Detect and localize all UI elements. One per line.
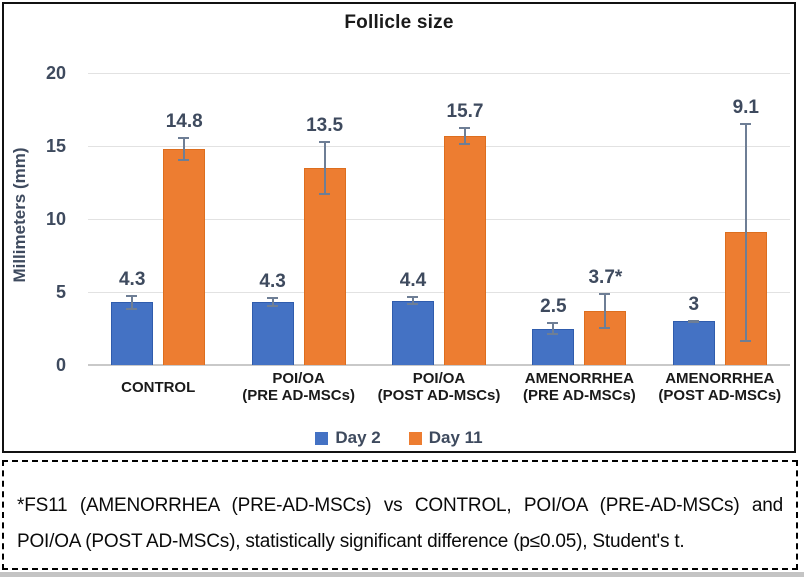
gridline bbox=[88, 218, 790, 220]
legend-label: Day 2 bbox=[335, 428, 381, 447]
bar-day2-group3 bbox=[392, 300, 434, 365]
footnote-box: *FS11 (AMENORRHEA (PRE-AD-MSCs) vs CONTR… bbox=[2, 460, 798, 570]
category-label-line: (POST AD-MSCs) bbox=[658, 387, 782, 404]
bar-day11-group3 bbox=[444, 135, 486, 365]
chart-panel: Follicle size Millimeters (mm) 0 5 10 15 20 4… bbox=[2, 2, 796, 453]
data-label: 4.4 bbox=[399, 270, 427, 292]
category-label-line: AMENORRHEA bbox=[524, 370, 634, 387]
error-bar-cap bbox=[547, 333, 559, 336]
error-bar-cap bbox=[739, 122, 751, 125]
category-label: CONTROL bbox=[83, 370, 233, 396]
plot-area: 0 5 10 15 20 4.3 14.8 CONTROL 4.3 13.5 POI/OA (PRE … bbox=[46, 63, 790, 404]
error-bar-cap bbox=[407, 303, 418, 306]
error-bar bbox=[131, 294, 134, 310]
error-bar-cap bbox=[126, 294, 138, 297]
error-bar-cap bbox=[178, 159, 190, 162]
error-bar-cap bbox=[459, 127, 470, 130]
error-bar bbox=[183, 136, 186, 162]
error-bar-cap bbox=[407, 296, 418, 299]
data-label: 4.3 bbox=[118, 268, 146, 290]
legend-swatch bbox=[408, 431, 422, 445]
gridline bbox=[88, 291, 790, 293]
error-bar bbox=[464, 127, 466, 145]
error-bar-cap bbox=[599, 293, 611, 296]
data-label: 14.8 bbox=[165, 110, 203, 132]
error-bar bbox=[271, 297, 274, 308]
y-tick-label: 20 bbox=[45, 63, 66, 83]
y-tick-label: 15 bbox=[45, 136, 66, 156]
data-label: 3 bbox=[688, 293, 700, 315]
error-bar bbox=[744, 122, 747, 342]
category-label-line: POI/OA bbox=[412, 370, 466, 387]
error-bar bbox=[552, 321, 555, 336]
error-bar bbox=[604, 293, 607, 329]
category-label: AMENORRHEA (PRE AD-MSCs) bbox=[504, 370, 654, 404]
error-bar-cap bbox=[547, 321, 559, 324]
data-label: 13.5 bbox=[306, 114, 344, 136]
x-axis-line bbox=[88, 364, 790, 366]
category-label: AMENORRHEA (POST AD-MSCs) bbox=[645, 370, 795, 404]
legend-swatch bbox=[315, 431, 329, 445]
error-bar-cap bbox=[266, 297, 278, 300]
error-bar-cap bbox=[687, 320, 699, 323]
legend-item-day11: Day 11 bbox=[408, 428, 483, 448]
data-label: 3.7* bbox=[588, 267, 623, 289]
data-label: 15.7 bbox=[446, 101, 484, 123]
gridline bbox=[88, 72, 790, 74]
bar-day2-group2 bbox=[251, 302, 294, 365]
bar-day2-group5 bbox=[672, 321, 715, 365]
category-label: POI/OA (PRE AD-MSCs) bbox=[224, 370, 374, 404]
bar-day2-group1 bbox=[111, 302, 154, 365]
legend-item-day2: Day 2 bbox=[315, 428, 381, 448]
error-bar-cap bbox=[126, 307, 138, 310]
category-label-line: (PRE AD-MSCs) bbox=[523, 387, 636, 404]
data-label: 9.1 bbox=[732, 96, 759, 118]
error-bar-cap bbox=[178, 136, 190, 139]
error-bar-cap bbox=[459, 142, 470, 145]
gridline bbox=[88, 145, 790, 147]
category-label-line: POI/OA bbox=[272, 370, 325, 387]
y-tick-label: 0 bbox=[55, 355, 66, 375]
legend-label: Day 11 bbox=[428, 428, 483, 447]
category-label-line: AMENORRHEA bbox=[665, 370, 775, 387]
error-bar bbox=[323, 140, 326, 195]
error-bar-cap bbox=[739, 339, 751, 342]
footnote-line: *FS11 (AMENORRHEA (PRE-AD-MSCs) vs CONTR… bbox=[17, 495, 783, 516]
bar-day11-group2 bbox=[303, 167, 346, 365]
error-bar-cap bbox=[266, 305, 278, 308]
error-bar-cap bbox=[599, 326, 611, 329]
error-bar bbox=[412, 296, 414, 306]
window-edge bbox=[0, 572, 804, 577]
chart-title: Follicle size bbox=[344, 12, 454, 33]
category-label: POI/OA (POST AD-MSCs) bbox=[364, 370, 514, 404]
error-bar-cap bbox=[318, 140, 330, 143]
data-label: 4.3 bbox=[259, 271, 286, 293]
y-tick-label: 10 bbox=[45, 209, 66, 229]
legend: Day 2 Day 11 bbox=[4, 428, 794, 448]
category-label-line: CONTROL bbox=[121, 379, 196, 396]
data-label: 2.5 bbox=[540, 295, 567, 317]
footnote-line: POI/OA (POST AD-MSCs), statistically sig… bbox=[17, 531, 685, 552]
bar-day11-group1 bbox=[163, 148, 206, 365]
y-tick-label: 5 bbox=[55, 282, 66, 302]
error-bar-cap bbox=[318, 192, 330, 195]
y-axis-title: Millimeters (mm) bbox=[10, 147, 29, 283]
category-label-line: (PRE AD-MSCs) bbox=[242, 387, 355, 404]
category-label-line: (POST AD-MSCs) bbox=[377, 387, 501, 404]
